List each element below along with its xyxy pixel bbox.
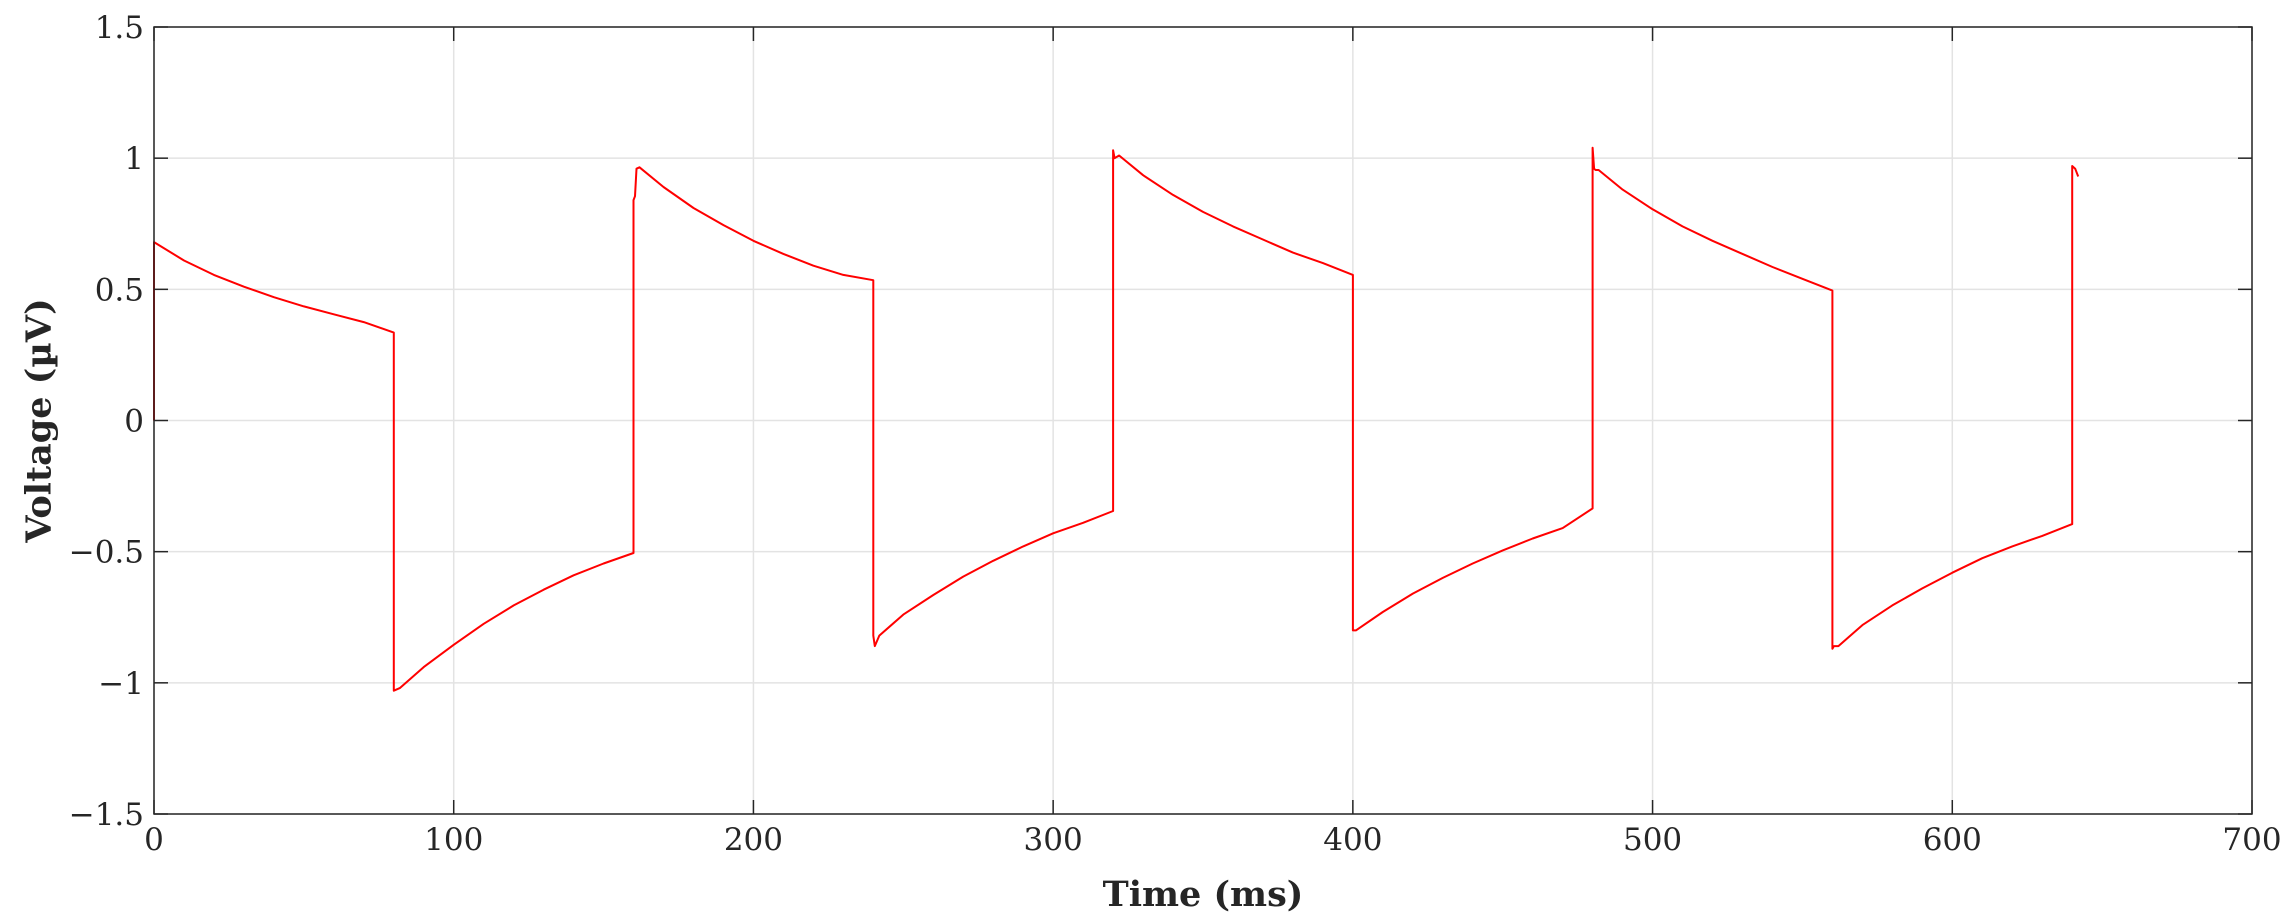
x-tick-label: 300 [1024, 822, 1083, 858]
grid-lines [153, 26, 2253, 815]
y-tick-label: −1.5 [69, 797, 144, 833]
x-tick-label: 400 [1323, 822, 1382, 858]
x-tick-label: 500 [1623, 822, 1682, 858]
y-tick-label: 0 [124, 404, 144, 440]
tick-marks [153, 26, 2253, 815]
x-axis-title: Time (ms) [1103, 874, 1304, 915]
series-layer [153, 146, 2080, 692]
y-tick-label: 1.5 [95, 10, 144, 46]
y-tick-label: −0.5 [69, 535, 144, 571]
x-tick-label: 200 [724, 822, 783, 858]
y-tick-label: −1 [98, 666, 144, 702]
x-tick-label: 0 [144, 822, 164, 858]
y-axis-title: Voltage (µV) [18, 298, 59, 543]
y-tick-labels: −1.5 −1 −0.5 0 0.5 1 1.5 [69, 10, 144, 833]
x-tick-label: 700 [2222, 822, 2281, 858]
x-tick-labels: 0 100 200 300 400 500 600 700 [144, 822, 2281, 858]
series-line [153, 146, 2080, 692]
y-tick-label: 1 [124, 141, 144, 177]
x-tick-label: 600 [1923, 822, 1982, 858]
x-tick-label: 100 [424, 822, 483, 858]
y-tick-label: 0.5 [95, 272, 144, 308]
